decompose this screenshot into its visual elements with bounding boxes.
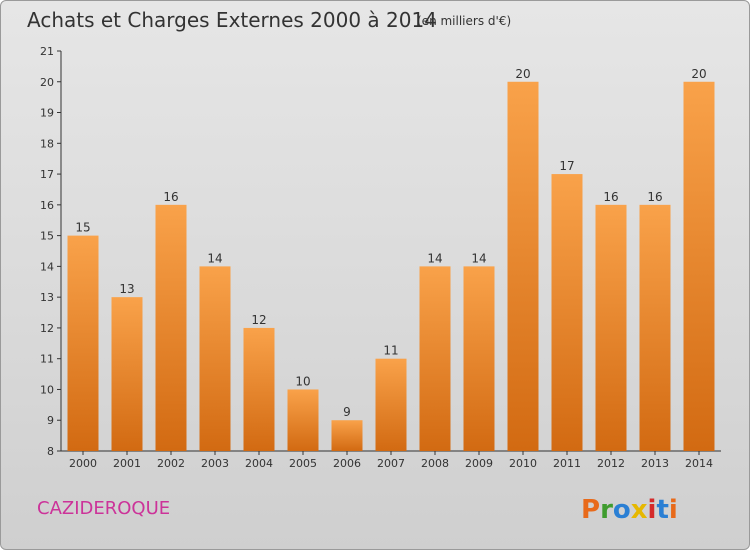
logo-letter: P xyxy=(581,495,600,525)
x-tick-label-2002: 2002 xyxy=(157,457,185,470)
x-tick-label-2012: 2012 xyxy=(597,457,625,470)
bar-2008 xyxy=(419,266,451,451)
value-label-2001: 13 xyxy=(119,282,134,296)
value-label-2006: 9 xyxy=(343,405,351,419)
bar-2004 xyxy=(243,327,275,451)
value-label-2010: 20 xyxy=(515,67,530,81)
bar-2002 xyxy=(155,204,187,451)
proxiti-logo: Proxiti xyxy=(581,495,678,525)
value-label-2011: 17 xyxy=(559,159,574,173)
logo-letter: o xyxy=(613,495,631,525)
x-tick-label-2005: 2005 xyxy=(289,457,317,470)
value-label-2002: 16 xyxy=(163,190,178,204)
logo-letter: r xyxy=(600,495,613,525)
y-tick-label: 14 xyxy=(40,260,54,273)
value-label-2004: 12 xyxy=(251,313,266,327)
bar-2006 xyxy=(331,420,363,451)
bar-2007 xyxy=(375,358,407,451)
bar-2003 xyxy=(199,266,231,451)
y-tick-label: 11 xyxy=(40,353,54,366)
y-tick-label: 21 xyxy=(40,45,54,58)
chart-title: Achats et Charges Externes 2000 à 2014 xyxy=(27,8,437,32)
x-tick-label-2014: 2014 xyxy=(685,457,713,470)
value-label-2013: 16 xyxy=(647,190,662,204)
value-label-2003: 14 xyxy=(207,251,222,265)
value-label-2012: 16 xyxy=(603,190,618,204)
bar-2012 xyxy=(595,204,627,451)
y-tick-label: 18 xyxy=(40,137,54,150)
y-tick-label: 17 xyxy=(40,168,54,181)
y-tick-label: 19 xyxy=(40,107,54,120)
y-tick-label: 12 xyxy=(40,322,54,335)
logo-letter: i xyxy=(648,495,657,525)
y-tick-label: 9 xyxy=(47,414,54,427)
bar-2013 xyxy=(639,204,671,451)
bar-2000 xyxy=(67,235,99,451)
value-label-2007: 11 xyxy=(383,344,398,358)
x-tick-label-2011: 2011 xyxy=(553,457,581,470)
x-tick-label-2013: 2013 xyxy=(641,457,669,470)
x-tick-label-2004: 2004 xyxy=(245,457,273,470)
x-tick-label-2007: 2007 xyxy=(377,457,405,470)
y-tick-label: 10 xyxy=(40,383,54,396)
bar-2010 xyxy=(507,81,539,452)
value-label-2000: 15 xyxy=(75,221,90,235)
y-tick-label: 15 xyxy=(40,230,54,243)
value-label-2009: 14 xyxy=(471,251,486,265)
y-tick-label: 8 xyxy=(47,445,54,458)
logo-letter: i xyxy=(669,495,678,525)
value-label-2008: 14 xyxy=(427,251,442,265)
x-tick-label-2000: 2000 xyxy=(69,457,97,470)
bar-2014 xyxy=(683,81,715,452)
bar-2005 xyxy=(287,389,319,451)
y-tick-label: 16 xyxy=(40,199,54,212)
x-tick-label-2008: 2008 xyxy=(421,457,449,470)
value-label-2014: 20 xyxy=(691,67,706,81)
y-tick-label: 13 xyxy=(40,291,54,304)
logo-letter: x xyxy=(631,495,648,525)
chart-subtitle: (en milliers d'€) xyxy=(417,14,511,28)
bar-2011 xyxy=(551,174,583,452)
x-tick-label-2006: 2006 xyxy=(333,457,361,470)
x-tick-label-2003: 2003 xyxy=(201,457,229,470)
x-tick-label-2010: 2010 xyxy=(509,457,537,470)
logo-letter: t xyxy=(656,495,668,525)
plot-area: 8 9 10 11 12 13 14 15 16 17 18 19 20 21 15 2000 13 2001 16… xyxy=(40,45,721,470)
y-tick-label: 20 xyxy=(40,76,54,89)
commune-name: CAZIDEROQUE xyxy=(37,498,170,519)
x-tick-label-2009: 2009 xyxy=(465,457,493,470)
bar-2009 xyxy=(463,266,495,451)
bar-2001 xyxy=(111,297,143,451)
value-label-2005: 10 xyxy=(295,374,310,388)
x-tick-label-2001: 2001 xyxy=(113,457,141,470)
